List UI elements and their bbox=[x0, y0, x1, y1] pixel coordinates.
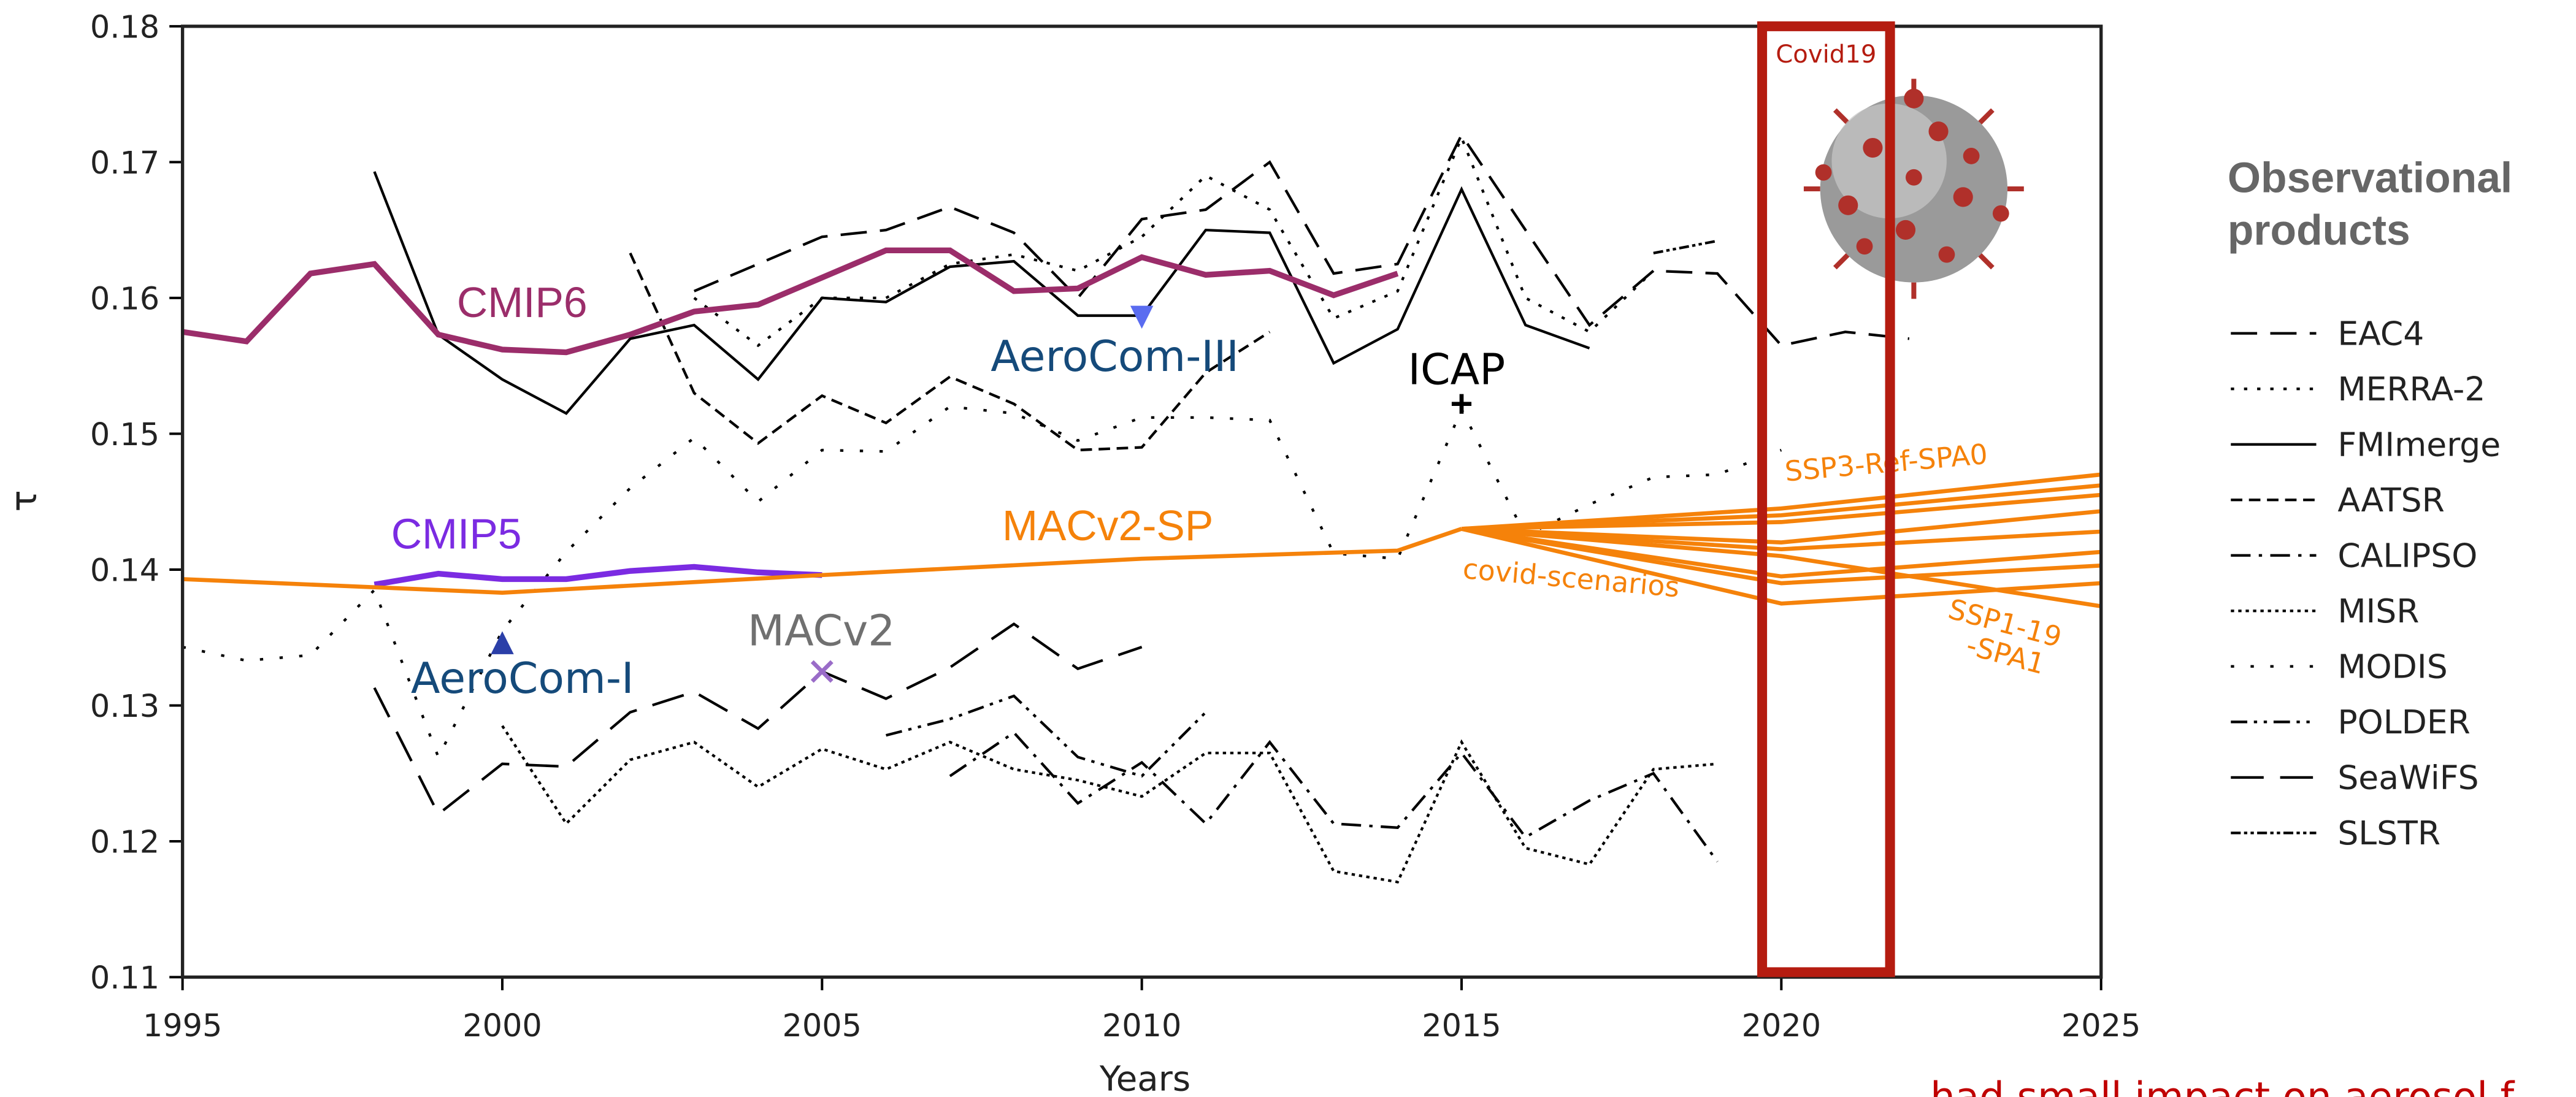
y-tick-label: 0.12 bbox=[90, 824, 159, 860]
legend-label: FMImerge bbox=[2337, 425, 2501, 464]
y-tick-label: 0.14 bbox=[90, 552, 159, 589]
model-line bbox=[374, 567, 822, 585]
point-marker bbox=[491, 631, 513, 654]
virus-image bbox=[1804, 79, 2024, 299]
x-tick-label: 2005 bbox=[783, 1007, 862, 1044]
x-tick-label: 2000 bbox=[462, 1007, 542, 1044]
x-tick-label: 2010 bbox=[1102, 1007, 1181, 1044]
legend-label: CALIPSO bbox=[2337, 536, 2477, 575]
page: {"chart_data":{"type":"line","xlabel":"Y… bbox=[0, 0, 2576, 1097]
x-tick-label: 2025 bbox=[2061, 1007, 2141, 1044]
legend-label: MODIS bbox=[2337, 648, 2447, 686]
x-tick-label: 2020 bbox=[1742, 1007, 1821, 1044]
obs-line bbox=[950, 733, 1717, 862]
obs-line bbox=[1654, 241, 1717, 253]
obs-line bbox=[886, 696, 1206, 776]
legend-label: SeaWiFS bbox=[2337, 759, 2478, 797]
footnote: had small impact on aerosol f bbox=[1930, 1074, 2515, 1097]
x-tick-label: 2015 bbox=[1422, 1007, 1501, 1044]
x-tick-label: 1995 bbox=[143, 1007, 222, 1044]
y-tick-label: 0.13 bbox=[90, 688, 159, 724]
model-label: CMIP5 bbox=[391, 510, 522, 557]
legend-label: MISR bbox=[2337, 592, 2419, 630]
obs-line bbox=[502, 726, 1717, 882]
legend-title: Observational products bbox=[2228, 151, 2572, 256]
legend-label: MERRA-2 bbox=[2337, 370, 2485, 408]
obs-line bbox=[694, 135, 1909, 345]
point-label: AeroCom-III bbox=[991, 332, 1239, 381]
point-label: MACv2 bbox=[748, 606, 895, 656]
legend-label: EAC4 bbox=[2337, 314, 2424, 353]
y-tick-label: 0.16 bbox=[90, 281, 159, 317]
obs-line bbox=[694, 137, 1654, 345]
point-marker bbox=[1130, 306, 1153, 329]
legend-label: SLSTR bbox=[2337, 814, 2440, 852]
point-marker bbox=[812, 662, 832, 681]
y-axis-label: τ bbox=[2, 490, 45, 511]
point-label: ICAP bbox=[1408, 345, 1506, 395]
y-tick-label: 0.18 bbox=[90, 9, 159, 45]
legend-label: AATSR bbox=[2337, 481, 2445, 519]
covid-label: Covid19 bbox=[1776, 40, 1876, 69]
y-tick-label: 0.11 bbox=[90, 960, 159, 996]
model-label: CMIP6 bbox=[457, 278, 588, 326]
y-tick-label: 0.15 bbox=[90, 416, 159, 453]
y-tick-label: 0.17 bbox=[90, 145, 159, 181]
x-axis-label: Years bbox=[1099, 1059, 1190, 1097]
chart: Years τ Observational products 1995 2000 2… bbox=[0, 0, 2576, 1097]
legend-label: POLDER bbox=[2337, 703, 2471, 741]
point-label: AeroCom-I bbox=[411, 654, 634, 703]
legend-title-box: Observational products bbox=[2228, 151, 2572, 282]
point-marker bbox=[1452, 394, 1471, 414]
model-label: MACv2-SP bbox=[1002, 502, 1213, 549]
